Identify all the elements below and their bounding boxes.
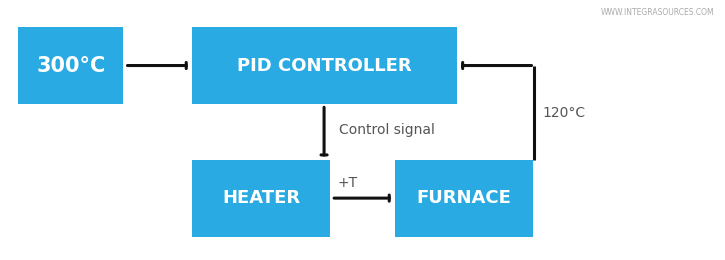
Text: +T: +T xyxy=(338,176,358,190)
Text: HEATER: HEATER xyxy=(222,189,300,207)
Text: FURNACE: FURNACE xyxy=(417,189,511,207)
FancyBboxPatch shape xyxy=(18,27,123,104)
Text: 300°C: 300°C xyxy=(36,56,105,76)
FancyBboxPatch shape xyxy=(395,160,533,237)
FancyBboxPatch shape xyxy=(192,27,457,104)
Text: WWW.INTEGRASOURCES.COM: WWW.INTEGRASOURCES.COM xyxy=(600,8,714,17)
Text: PID CONTROLLER: PID CONTROLLER xyxy=(237,57,412,75)
FancyBboxPatch shape xyxy=(192,160,330,237)
Text: 120°C: 120°C xyxy=(542,106,585,120)
Text: Control signal: Control signal xyxy=(339,123,435,137)
